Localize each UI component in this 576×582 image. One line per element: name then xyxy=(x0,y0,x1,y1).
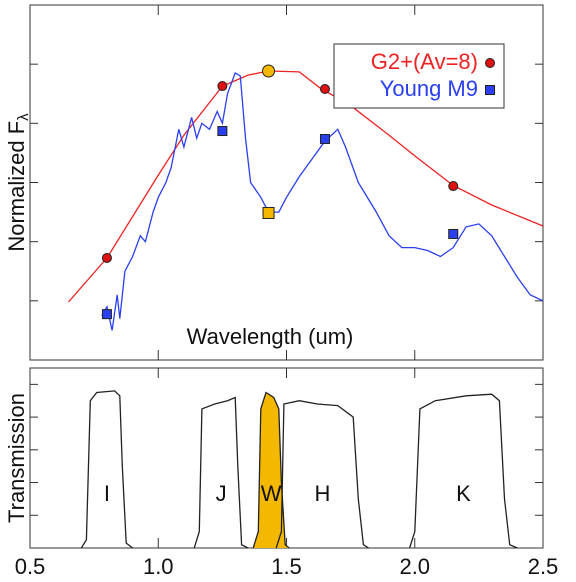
legend-marker xyxy=(485,58,495,68)
photometry-point xyxy=(217,126,228,137)
bottom-frame xyxy=(29,367,544,549)
photometry-point xyxy=(319,84,330,95)
filter-curve xyxy=(408,393,518,549)
photometry-point xyxy=(101,309,112,320)
y-axis-label-text: Normalized F xyxy=(4,121,29,252)
photometry-point xyxy=(262,206,275,219)
legend-marker xyxy=(485,85,495,95)
filter-curve xyxy=(193,396,249,549)
spectrum-line xyxy=(101,72,544,331)
legend-label: G2+(Av=8) xyxy=(371,49,478,74)
legend-label: Young M9 xyxy=(380,76,478,101)
x-tick-label: 2.5 xyxy=(528,554,559,579)
filter-label: J xyxy=(216,481,227,506)
photometry-point xyxy=(217,81,228,92)
filter-curve xyxy=(275,400,369,549)
y-axis-label: Transmission xyxy=(4,393,29,523)
x-tick-label: 1.5 xyxy=(271,554,302,579)
band-fill xyxy=(253,392,290,548)
x-tick-label: 2.0 xyxy=(399,554,430,579)
photometry-point xyxy=(448,181,459,192)
photometry-point xyxy=(101,252,112,263)
filter-label: I xyxy=(104,481,110,506)
x-axis-label: Wavelength (um) xyxy=(187,324,354,349)
filter-label: W xyxy=(261,481,282,506)
x-tick-label: 1.0 xyxy=(143,554,174,579)
filter-curve xyxy=(252,391,290,549)
photometry-point xyxy=(262,64,276,78)
x-tick-label: 0.5 xyxy=(15,554,46,579)
y-axis-label: Normalized Fλ xyxy=(4,113,32,252)
legend-box xyxy=(333,43,505,109)
filter-label: K xyxy=(456,481,471,506)
spectrum-line xyxy=(68,70,544,303)
y-axis-label-sub: λ xyxy=(15,113,32,121)
y-axis-label-text: Transmission xyxy=(4,393,29,523)
filter-curve xyxy=(80,390,133,549)
filter-label: H xyxy=(314,481,330,506)
photometry-point xyxy=(448,228,459,239)
photometry-point xyxy=(319,134,330,145)
